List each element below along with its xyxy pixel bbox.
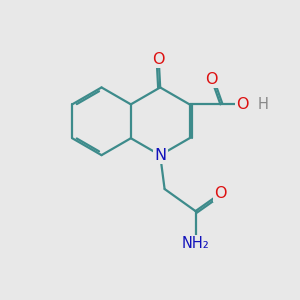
Text: O: O (205, 72, 218, 87)
Text: O: O (214, 186, 227, 201)
Text: O: O (236, 97, 249, 112)
Text: N: N (154, 148, 166, 163)
Text: H: H (258, 97, 268, 112)
Text: NH₂: NH₂ (182, 236, 209, 251)
Text: O: O (152, 52, 165, 67)
